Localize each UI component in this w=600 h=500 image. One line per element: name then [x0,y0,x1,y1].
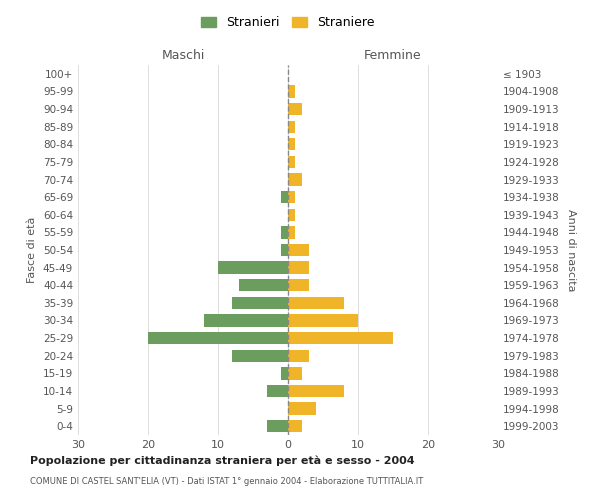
Text: Popolazione per cittadinanza straniera per età e sesso - 2004: Popolazione per cittadinanza straniera p… [30,455,415,466]
Bar [288,191,295,203]
Bar [281,367,288,380]
Bar [288,367,302,380]
Legend: Stranieri, Straniere: Stranieri, Straniere [196,11,380,34]
Bar [148,332,288,344]
Bar [288,226,295,238]
Bar [288,279,309,291]
Bar [281,226,288,238]
Bar [288,208,295,221]
Y-axis label: Fasce di età: Fasce di età [28,217,37,283]
Bar [288,420,302,432]
Bar [288,314,358,326]
Bar [288,86,295,98]
Text: Maschi: Maschi [161,50,205,62]
Bar [204,314,288,326]
Bar [267,385,288,397]
Bar [288,332,393,344]
Bar [288,402,316,414]
Bar [239,279,288,291]
Bar [288,138,295,150]
Bar [267,420,288,432]
Bar [288,244,309,256]
Bar [288,174,302,186]
Bar [218,262,288,274]
Bar [232,350,288,362]
Bar [288,385,344,397]
Text: Femmine: Femmine [364,50,422,62]
Bar [288,350,309,362]
Bar [288,156,295,168]
Bar [281,191,288,203]
Bar [232,296,288,309]
Bar [288,262,309,274]
Y-axis label: Anni di nascita: Anni di nascita [566,209,576,291]
Text: COMUNE DI CASTEL SANT'ELIA (VT) - Dati ISTAT 1° gennaio 2004 - Elaborazione TUTT: COMUNE DI CASTEL SANT'ELIA (VT) - Dati I… [30,478,423,486]
Bar [288,296,344,309]
Bar [281,244,288,256]
Bar [288,103,302,115]
Bar [288,120,295,133]
